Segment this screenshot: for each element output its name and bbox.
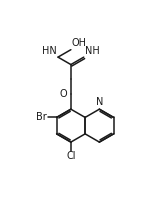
Text: Cl: Cl: [66, 152, 76, 162]
Text: NH: NH: [85, 46, 100, 56]
Text: Br: Br: [36, 112, 47, 122]
Text: O: O: [59, 89, 67, 99]
Text: OH: OH: [72, 38, 87, 48]
Text: HN: HN: [43, 46, 57, 56]
Text: N: N: [96, 97, 104, 107]
